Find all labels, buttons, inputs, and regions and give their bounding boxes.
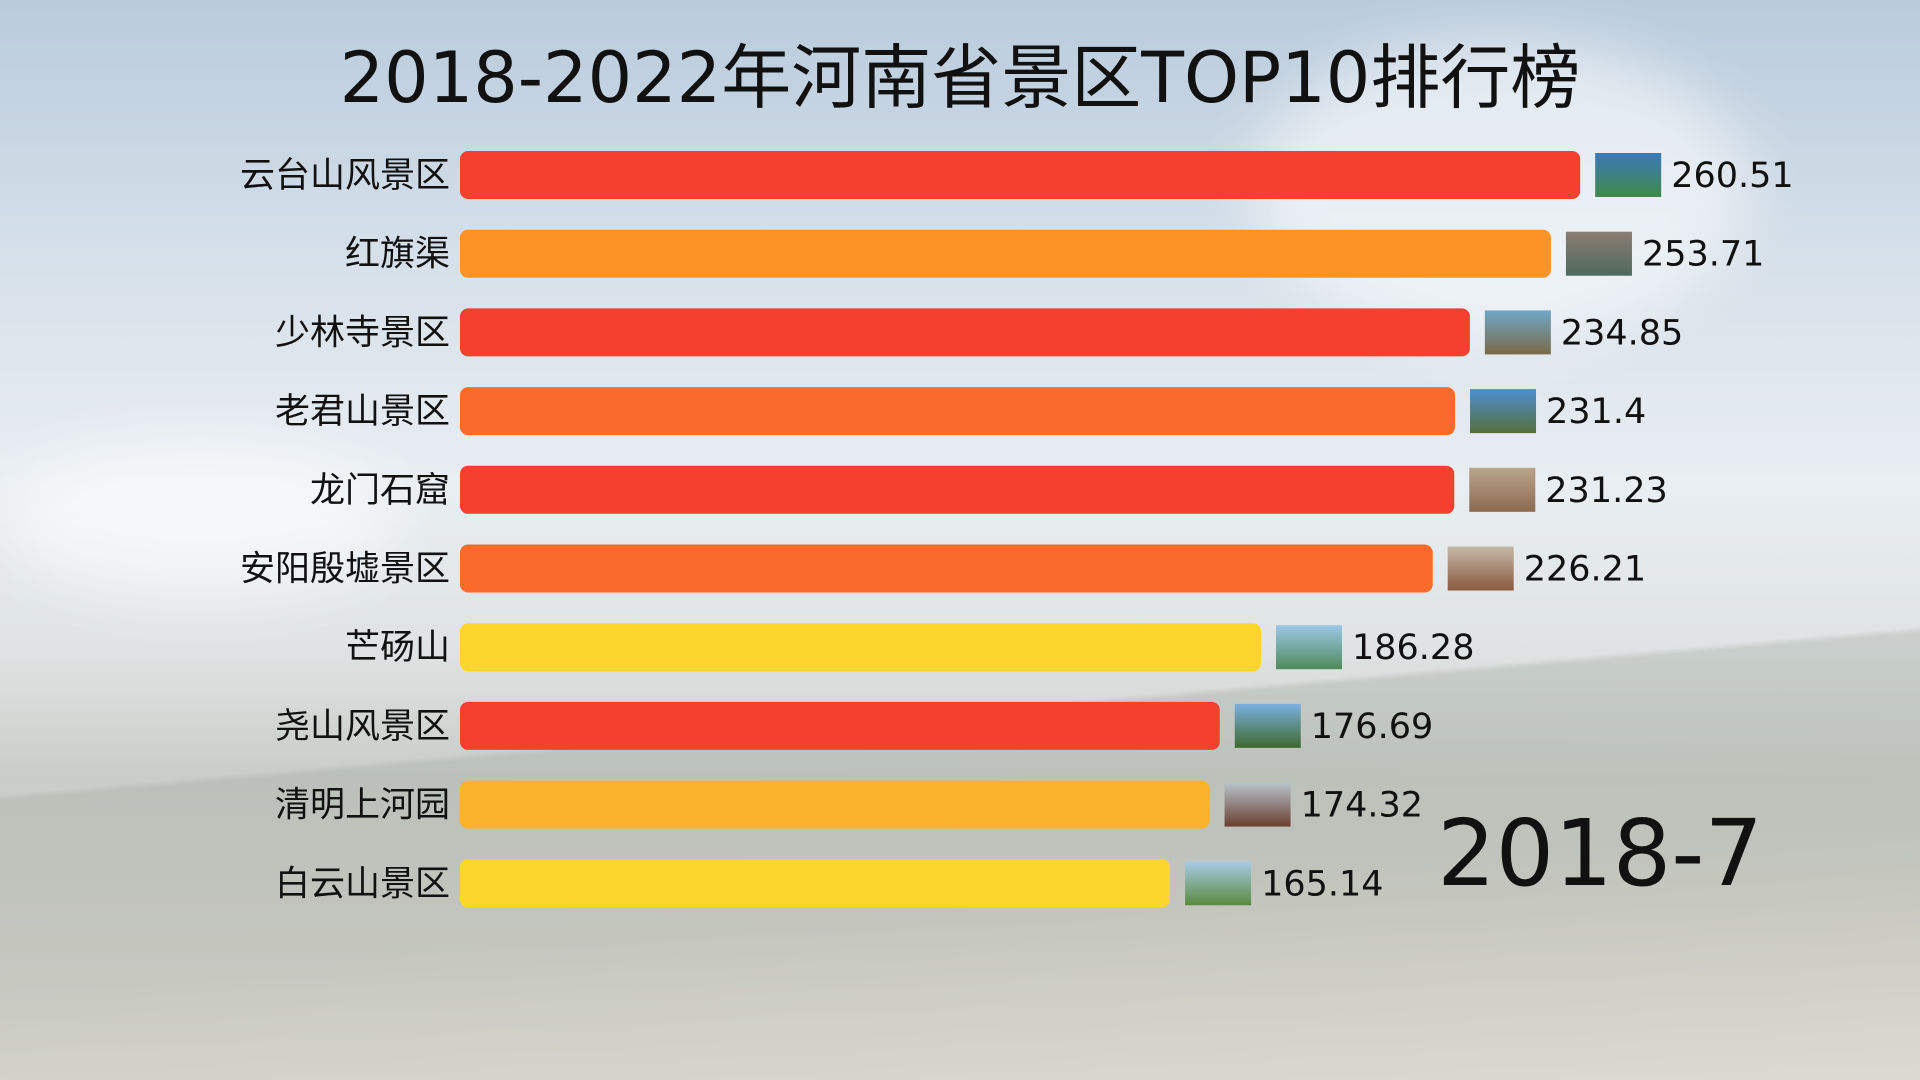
category-label: 芒砀山: [345, 628, 450, 668]
bar: [460, 544, 1433, 593]
value-label: 234.85: [1561, 313, 1683, 353]
value-label: 231.23: [1545, 471, 1667, 511]
category-label: 清明上河园: [275, 786, 450, 826]
bar: [460, 465, 1455, 514]
scenic-thumbnail-image: [1469, 467, 1536, 512]
background-cloud: [0, 440, 400, 600]
value-label: 186.28: [1352, 628, 1474, 668]
value-label: 176.69: [1311, 707, 1433, 747]
category-label: 龙门石窟: [310, 471, 450, 511]
bar: [460, 780, 1210, 829]
bar: [460, 308, 1470, 357]
chart-title: 2018-2022年河南省景区TOP10排行榜: [339, 37, 1581, 119]
bar: [460, 701, 1220, 750]
category-label: 云台山风景区: [240, 156, 450, 196]
category-label: 少林寺景区: [275, 313, 450, 353]
scenic-thumbnail-image: [1185, 861, 1252, 906]
bar: [460, 623, 1262, 672]
value-label: 260.51: [1671, 156, 1793, 196]
scenic-thumbnail-image: [1595, 153, 1662, 197]
scenic-thumbnail-image: [1224, 782, 1291, 827]
scenic-thumbnail-image: [1234, 703, 1301, 748]
bar: [460, 151, 1581, 199]
scenic-thumbnail-image: [1447, 546, 1514, 591]
period-label: 2018-7: [1437, 800, 1763, 907]
value-label: 253.71: [1642, 235, 1764, 275]
value-label: 174.32: [1301, 786, 1423, 826]
category-label: 尧山风景区: [275, 707, 450, 747]
scenic-thumbnail-image: [1276, 625, 1343, 670]
category-label: 安阳殷墟景区: [240, 550, 450, 590]
scenic-thumbnail-image: [1565, 231, 1632, 276]
category-label: 红旗渠: [345, 235, 450, 275]
bar: [460, 229, 1551, 278]
bar: [460, 387, 1456, 436]
background-landscape: [0, 600, 1920, 1080]
value-label: 226.21: [1524, 550, 1646, 590]
category-label: 白云山景区: [275, 864, 450, 904]
scenic-thumbnail-image: [1484, 310, 1551, 355]
value-label: 231.4: [1546, 392, 1646, 432]
scenic-thumbnail-image: [1470, 389, 1537, 434]
value-label: 165.14: [1261, 864, 1383, 904]
bar: [460, 859, 1171, 908]
category-label: 老君山景区: [275, 392, 450, 432]
